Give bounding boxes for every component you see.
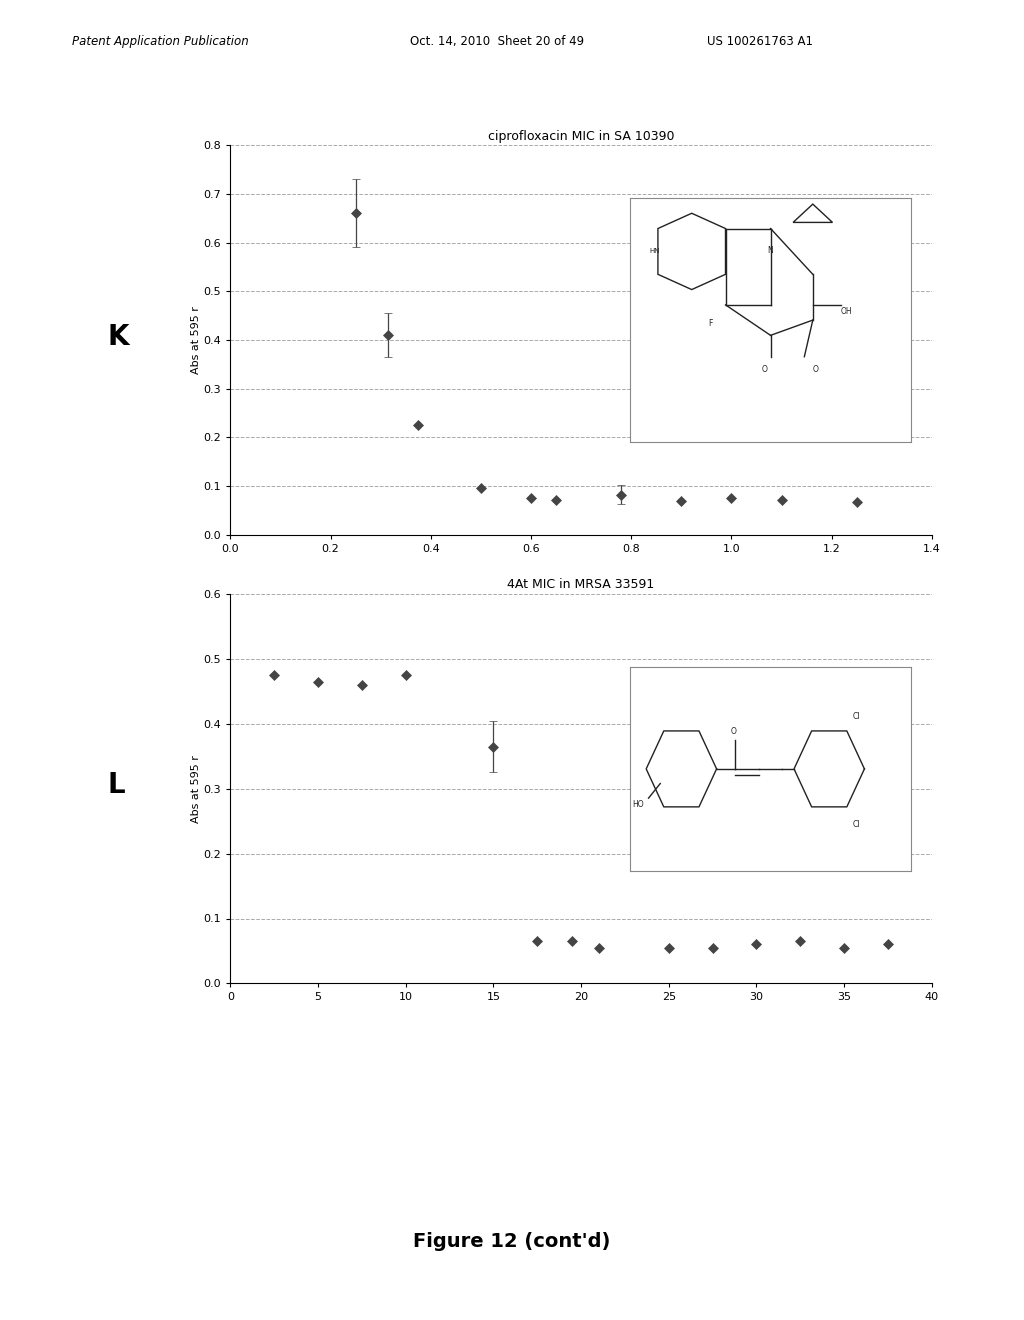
- Text: F: F: [709, 319, 713, 329]
- Text: US 100261763 A1: US 100261763 A1: [707, 34, 813, 48]
- Text: OH: OH: [841, 308, 853, 315]
- Text: K: K: [108, 322, 129, 351]
- Title: 4At MIC in MRSA 33591: 4At MIC in MRSA 33591: [508, 578, 654, 591]
- Text: N: N: [768, 246, 773, 255]
- Text: HO: HO: [632, 800, 644, 809]
- Text: HN: HN: [649, 248, 660, 253]
- Text: Cl: Cl: [853, 713, 860, 721]
- Text: Cl: Cl: [853, 820, 860, 829]
- Y-axis label: Abs at 595 r: Abs at 595 r: [190, 755, 201, 822]
- Text: O: O: [813, 366, 818, 374]
- Title: ciprofloxacin MIC in SA 10390: ciprofloxacin MIC in SA 10390: [487, 129, 675, 143]
- Text: Figure 12 (cont'd): Figure 12 (cont'd): [414, 1233, 610, 1251]
- Y-axis label: Abs at 595 r: Abs at 595 r: [190, 306, 201, 374]
- Text: L: L: [108, 771, 125, 800]
- Text: O: O: [762, 366, 768, 374]
- Text: Oct. 14, 2010  Sheet 20 of 49: Oct. 14, 2010 Sheet 20 of 49: [410, 34, 584, 48]
- Text: Patent Application Publication: Patent Application Publication: [72, 34, 249, 48]
- Text: O: O: [731, 727, 736, 735]
